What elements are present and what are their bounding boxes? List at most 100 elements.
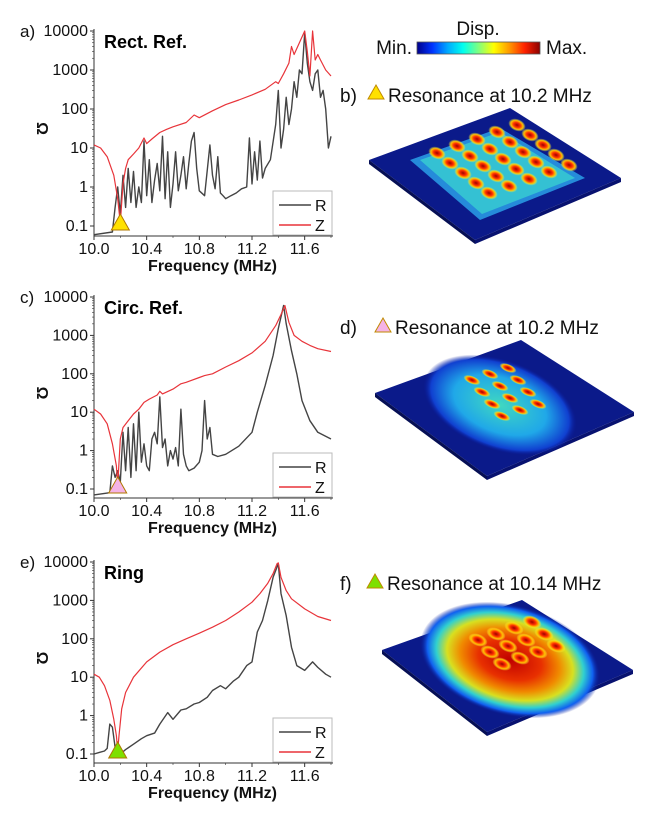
mode-lobe <box>501 392 519 404</box>
caption-text: Resonance at 10.14 MHz <box>387 574 601 595</box>
green-triangle-icon <box>366 572 384 589</box>
mode-lobe <box>509 374 527 386</box>
mode-lobe <box>448 139 466 153</box>
colorbar-title: Disp. <box>456 19 499 40</box>
series-line-R <box>93 304 332 496</box>
panel-label: c) <box>20 288 34 307</box>
series-line-Z <box>93 30 332 224</box>
x-tick-label: 10.0 <box>78 241 109 258</box>
legend-label-Z: Z <box>315 480 325 497</box>
mode-lobe <box>499 362 517 374</box>
legend-label-R: R <box>315 725 327 742</box>
mode-lobe <box>547 148 565 162</box>
mode-lobe <box>473 386 491 398</box>
mode-lobe <box>500 179 518 193</box>
panel-label: a) <box>20 22 35 41</box>
mode-lobe <box>560 158 578 172</box>
y-tick-label: 0.1 <box>66 481 88 498</box>
mode-lobe <box>467 176 485 190</box>
mode-lobe <box>461 149 479 163</box>
mode-lobe <box>534 627 554 641</box>
mode-lobe <box>540 165 558 179</box>
x-tick-label: 10.4 <box>131 768 162 785</box>
mode-lobe <box>516 633 536 647</box>
legend-label-Z: Z <box>315 745 325 762</box>
resonance-marker <box>107 740 128 759</box>
mode-lobe <box>507 162 525 176</box>
mode-lobe <box>428 146 446 160</box>
mode-lobe <box>501 135 519 149</box>
mode-lobe <box>511 404 529 416</box>
mode-lobe <box>493 410 511 422</box>
plate-rect-mode <box>369 108 621 244</box>
x-tick-label: 11.2 <box>237 503 267 520</box>
legend: RZ <box>272 717 333 763</box>
mode-lobe <box>508 118 526 132</box>
series-line-Z <box>93 562 332 752</box>
caption-text: Resonance at 10.2 MHz <box>395 318 599 339</box>
caption-panel-label: b) <box>340 86 357 107</box>
mode-lobe <box>534 138 552 152</box>
series-line-R <box>93 32 332 236</box>
y-tick-label: 0.1 <box>66 218 88 235</box>
chart-title: Circ. Ref. <box>104 298 183 318</box>
y-tick-label: 10000 <box>44 23 89 40</box>
series-line-Z <box>93 304 332 487</box>
charts: 0.1 1 10 100 1000 10000 10.0 10.4 10.8 11.2 11.6 a)… <box>20 22 333 802</box>
legend: RZ <box>272 452 333 498</box>
y-tick-label: 10000 <box>44 554 89 571</box>
y-tick-label: 1000 <box>52 327 88 344</box>
x-tick-label: 10.4 <box>131 503 162 520</box>
chart-e: 0.1 1 10 100 1000 10000 10.0 10.4 10.8 11.2 11.6 e)… <box>20 553 333 802</box>
legend-label-R: R <box>315 198 327 215</box>
y-tick-label: 1 <box>79 708 88 725</box>
x-axis-label: Frequency (MHz) <box>148 520 277 537</box>
chart-c: 0.1 1 10 100 1000 10000 10.0 10.4 10.8 11.2 11.6 c)… <box>20 288 333 537</box>
y-axis-label: Ω <box>33 652 50 665</box>
resonance-marker <box>110 212 131 231</box>
x-tick-label: 10.0 <box>78 768 109 785</box>
mode-lobe <box>454 166 472 180</box>
colorbar-gradient <box>416 41 541 55</box>
y-axis-label: Ω <box>33 387 50 400</box>
mode-lobe <box>488 125 506 139</box>
x-tick-label: 10.8 <box>184 241 215 258</box>
y-tick-label: 0.1 <box>66 746 88 763</box>
legend-label-R: R <box>315 460 327 477</box>
mode-lobe <box>441 156 459 170</box>
y-tick-label: 100 <box>61 631 88 648</box>
caption-d: d) Resonance at 10.2 MHz <box>340 316 599 339</box>
mode-lobe <box>480 645 500 659</box>
x-tick-label: 11.6 <box>290 768 320 785</box>
yellow-triangle-icon <box>367 83 385 100</box>
plate-circ-mode <box>375 340 634 480</box>
y-tick-label: 10 <box>70 404 88 421</box>
mode-lobe <box>474 159 492 173</box>
mode-lobe <box>492 657 512 671</box>
mode-lobe <box>528 645 548 659</box>
mode-lobe <box>522 615 542 629</box>
mode-lobe <box>504 621 524 635</box>
chart-title: Ring <box>104 563 144 583</box>
mode-lobe <box>481 142 499 156</box>
mode-lobe <box>487 169 505 183</box>
legend-box <box>272 717 333 763</box>
mode-lobe <box>514 145 532 159</box>
y-tick-label: 100 <box>61 366 88 383</box>
mode-lobe <box>491 380 509 392</box>
x-tick-label: 10.0 <box>78 503 109 520</box>
caption-panel-label: d) <box>340 318 357 339</box>
mode-lobe <box>494 152 512 166</box>
pink-triangle-icon <box>374 316 392 333</box>
caption-f: f) Resonance at 10.14 MHz <box>340 572 601 595</box>
y-tick-label: 10 <box>70 140 88 157</box>
mode-lobe <box>486 627 506 641</box>
y-tick-label: 10000 <box>44 289 89 306</box>
chart-a: 0.1 1 10 100 1000 10000 10.0 10.4 10.8 11.2 11.6 a)… <box>20 22 333 275</box>
y-tick-label: 1 <box>79 443 88 460</box>
mode-lobe <box>463 374 481 386</box>
legend-box <box>272 190 333 236</box>
mode-lobe <box>498 639 518 653</box>
x-tick-label: 10.8 <box>184 768 215 785</box>
